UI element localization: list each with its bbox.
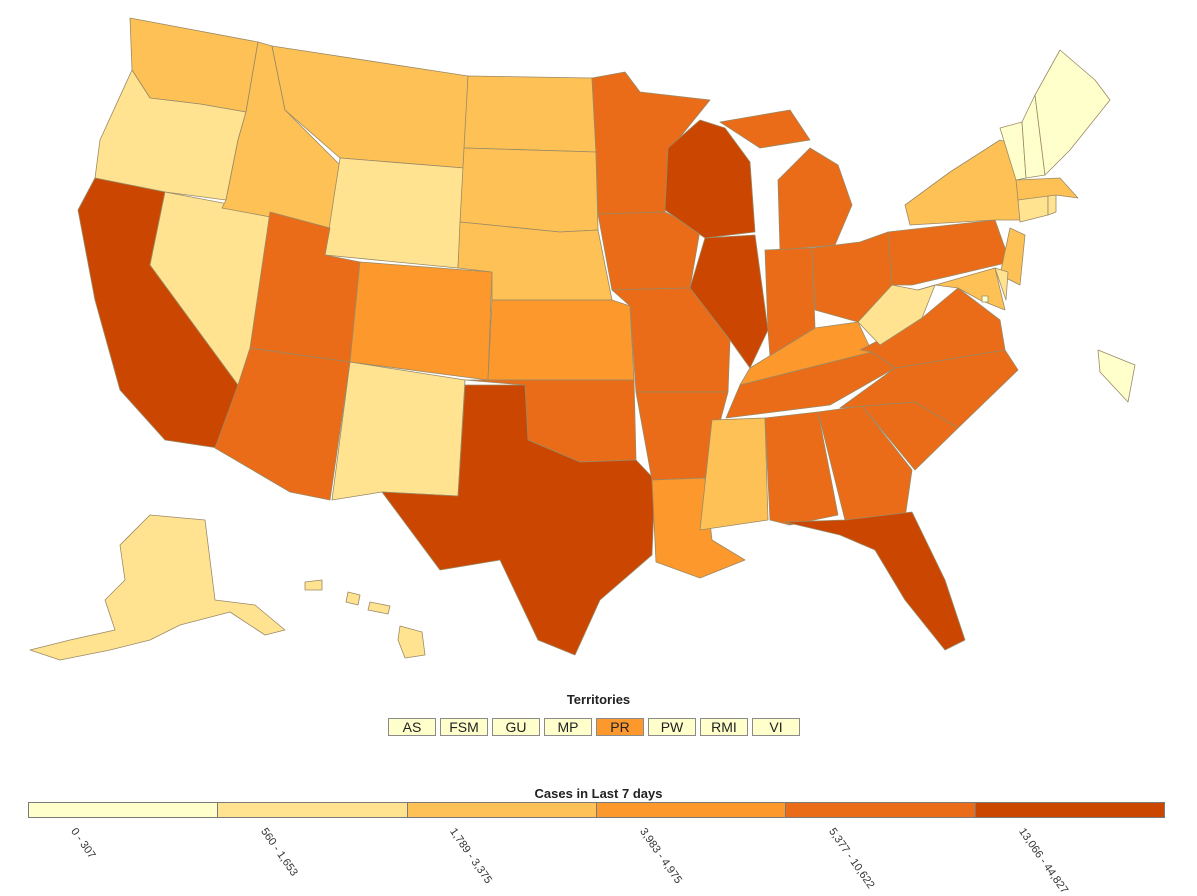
state-TX[interactable] [381,384,656,656]
lower-48-states [77,17,1111,656]
territory-mp-button[interactable]: MP [544,718,592,736]
state-DC[interactable] [981,295,989,303]
state-CO[interactable] [349,261,493,381]
state-KS[interactable] [487,299,635,381]
legend-bar [28,802,1165,818]
territory-pw-button[interactable]: PW [648,718,696,736]
territory-rmi-button[interactable]: RMI [700,718,748,736]
state-MA[interactable] [1015,177,1079,201]
legend-bin-0 [29,803,219,817]
state-NY[interactable] [904,139,1023,226]
legend-bin-5 [975,803,1164,817]
legend-bin-1 [218,803,408,817]
state-PA[interactable] [887,219,1011,286]
state-LA[interactable] [651,477,746,579]
territory-fsm-button[interactable]: FSM [440,718,488,736]
legend-label-1: 560 - 1,653 [257,826,300,879]
territory-pr-button[interactable]: PR [596,718,644,736]
state-AL[interactable] [764,411,839,526]
legend-bin-3 [596,803,787,817]
state-WY[interactable] [324,157,465,269]
state-VA[interactable] [859,287,1006,369]
legend-title: Cases in Last 7 days [534,786,663,801]
legend-bin-4 [786,803,976,817]
territory-vi-button[interactable]: VI [752,718,800,736]
state-FL[interactable] [784,511,966,651]
legend-label-0: 0 - 307 [68,826,98,861]
state-NM[interactable] [331,361,466,501]
territories-title: Territories [566,692,631,707]
state-MS[interactable] [699,417,769,531]
legend-label-5: 13,066 - 44,827 [1015,826,1070,896]
us-choropleth-map [29,17,1136,661]
legend-label-3: 3,983 - 4,975 [636,826,684,886]
state-ME[interactable] [1034,49,1111,176]
territories-buttons: AS FSM GU MP PR PW RMI VI [388,718,800,736]
legend-bin-2 [407,803,597,817]
state-HI[interactable] [304,579,426,659]
state-ND[interactable] [463,75,597,153]
state-territory-inset[interactable] [1097,349,1136,403]
state-DE[interactable] [994,267,1009,301]
territory-gu-button[interactable]: GU [492,718,540,736]
offshore-states [29,514,426,661]
legend-label-2: 1,789 - 3,375 [447,826,495,886]
state-KY[interactable] [739,321,873,386]
state-SD[interactable] [459,147,599,233]
state-IA[interactable] [597,211,701,291]
state-RI[interactable] [1047,194,1057,216]
state-AK[interactable] [29,514,286,661]
territory-as-button[interactable]: AS [388,718,436,736]
state-WI[interactable] [664,119,756,239]
state-TN[interactable] [725,351,896,419]
legend-label-4: 5,377 - 10,622 [826,826,877,892]
state-NJ[interactable] [999,227,1026,286]
